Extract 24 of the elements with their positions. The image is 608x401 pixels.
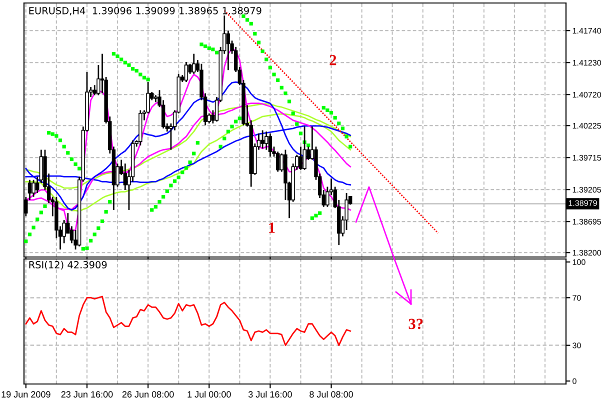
annotation: 1: [269, 222, 275, 233]
y-tick-label: 1.41230: [572, 60, 602, 66]
chart-title: RSI(12) 42.3909: [29, 260, 107, 270]
y-tick-label: 1.39715: [572, 154, 602, 161]
y-tick-label: 30: [572, 342, 581, 348]
ref-line-label: 1.38979: [568, 200, 597, 206]
x-tick-label: 8 Jul 08:00: [310, 390, 353, 398]
y-tick-label: 1.41740: [572, 28, 602, 34]
x-tick-label: 19 Jun 2009: [2, 391, 50, 398]
y-tick-label: 1.38695: [572, 218, 602, 225]
annotation: 3?: [408, 318, 423, 330]
y-tick-label: 70: [572, 294, 581, 301]
y-tick-label: 1.39205: [572, 186, 602, 193]
chart-title: EURUSD,H4 1.39096 1.39099 1.38965 1.38979: [29, 6, 262, 16]
x-tick-label: 23 Jun 16:00: [61, 391, 113, 398]
y-tick-label: 1.40225: [572, 122, 602, 129]
y-tick-label: 1.38200: [572, 250, 602, 256]
annotation: 2: [330, 54, 336, 66]
x-tick-label: 26 Jun 08:00: [122, 391, 174, 398]
x-tick-label: 3 Jul 16:00: [248, 390, 292, 398]
y-tick-label: 0: [572, 378, 576, 384]
y-tick-label: 100: [572, 259, 586, 265]
x-tick-label: 1 Jul 00:00: [188, 390, 231, 398]
y-tick-label: 1.40720: [572, 92, 602, 98]
